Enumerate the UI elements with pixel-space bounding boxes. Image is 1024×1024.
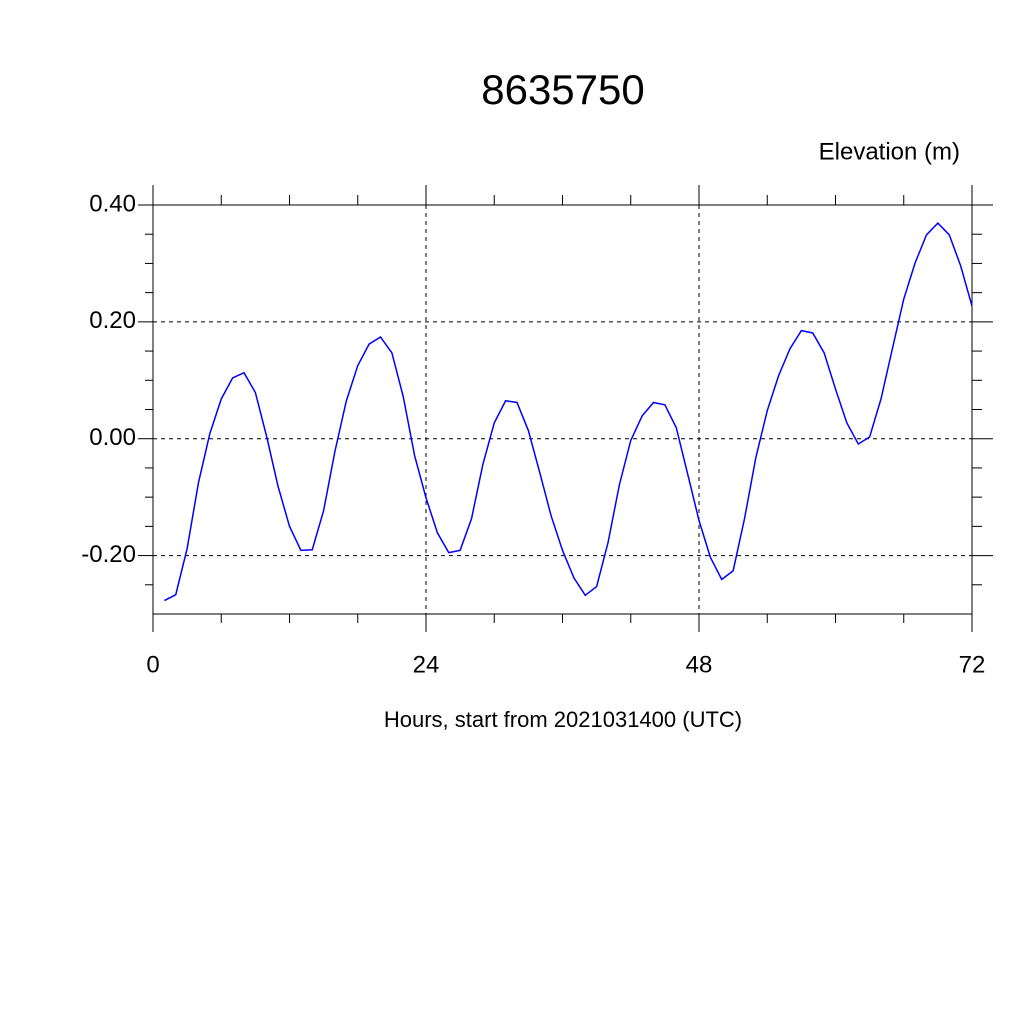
x-tick-label: 72	[959, 651, 986, 678]
x-tick-label: 0	[146, 651, 159, 678]
y-tick-label: 0.20	[89, 307, 136, 334]
x-tick-label: 48	[686, 651, 713, 678]
chart-title: 8635750	[481, 66, 645, 113]
y-axis-label: Elevation (m)	[819, 138, 960, 165]
data-line	[164, 222, 973, 602]
y-tick-label: 0.00	[89, 424, 136, 451]
y-tick-label: -0.20	[81, 541, 136, 568]
y-tick-label: 0.40	[89, 190, 136, 217]
x-tick-label: 24	[413, 651, 440, 678]
x-axis-label: Hours, start from 2021031400 (UTC)	[384, 707, 742, 732]
plot-frame	[152, 204, 973, 615]
